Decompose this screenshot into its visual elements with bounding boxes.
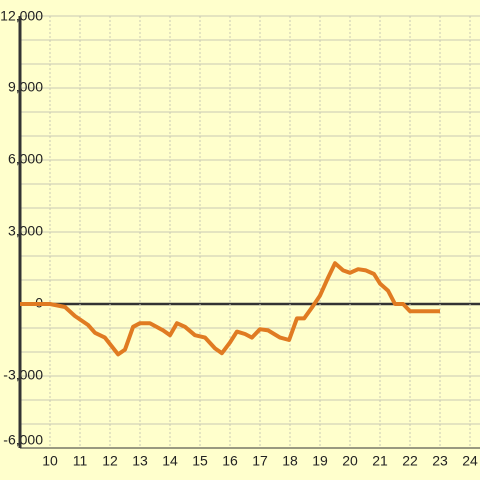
y-tick-label: 6,000 — [8, 151, 43, 167]
x-tick-label: 11 — [73, 453, 88, 469]
y-tick-label: 9,000 — [8, 79, 43, 95]
y-tick-label: -3,000 — [3, 367, 43, 383]
x-tick-label: 13 — [132, 453, 148, 469]
x-tick-label: 21 — [372, 453, 388, 469]
y-tick-label: -6,000 — [3, 432, 43, 448]
x-tick-label: 24 — [462, 453, 478, 469]
x-tick-label: 14 — [162, 453, 178, 469]
x-tick-label: 10 — [42, 453, 58, 469]
x-tick-label: 22 — [402, 453, 418, 469]
x-tick-label: 15 — [192, 453, 208, 469]
y-tick-label: 12,000 — [0, 8, 43, 24]
x-tick-label: 19 — [312, 453, 328, 469]
x-tick-label: 12 — [102, 453, 118, 469]
data-line — [20, 261, 441, 357]
x-tick-label: 17 — [252, 453, 268, 469]
x-tick-label: 20 — [342, 453, 358, 469]
x-tick-label: 16 — [222, 453, 238, 469]
y-tick-label: 3,000 — [8, 223, 43, 239]
x-tick-label: 18 — [282, 453, 298, 469]
x-tick-label: 23 — [432, 453, 448, 469]
